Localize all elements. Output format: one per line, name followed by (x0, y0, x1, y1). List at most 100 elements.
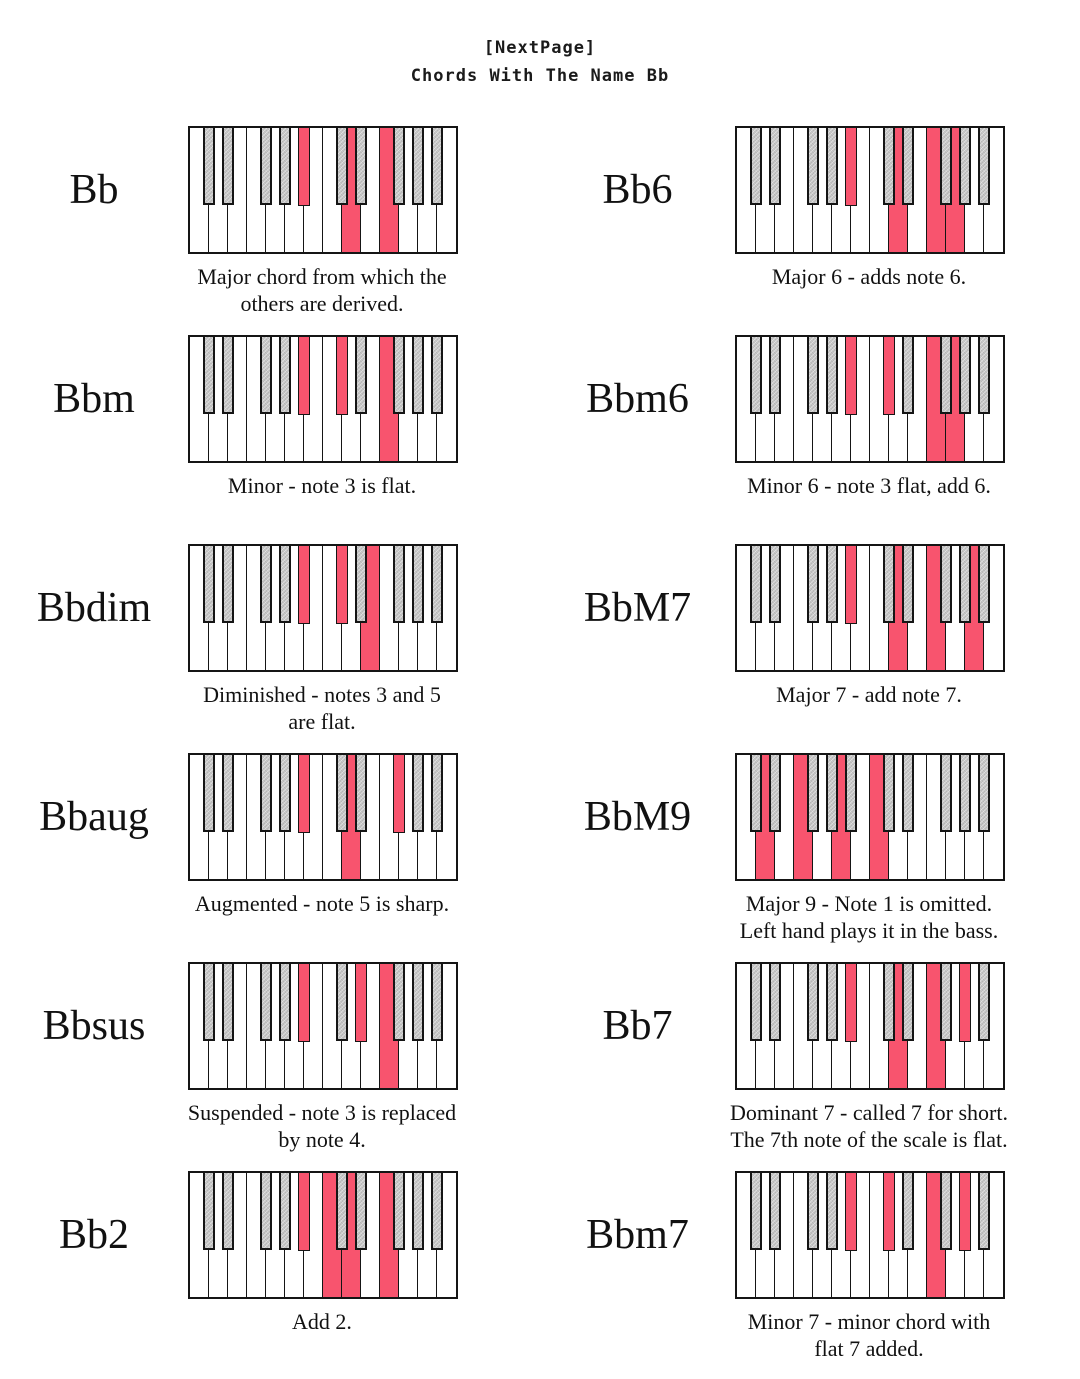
black-key-Gb2 (393, 546, 405, 623)
chord-cell-Bbdim: Bbdim Diminished - notes 3 and 5 are flat. (0, 544, 540, 753)
piano-keyboard-Bbm7 (735, 1171, 1005, 1299)
black-key-Ab1 (826, 546, 838, 623)
black-key-Gb1 (260, 337, 272, 414)
piano-keyboard-Bbm (188, 335, 458, 463)
chord-name-label: Bbm6 (586, 376, 689, 422)
black-key-Gb1 (260, 964, 272, 1041)
black-key-Ab1 (279, 128, 291, 205)
keyboard-and-caption: Minor - note 3 is flat. (188, 335, 458, 499)
chord-grid: Bb Major chord from which the others are d… (0, 126, 1080, 1379)
caption-line: Major 7 - add note 7. (776, 682, 962, 707)
chord-name-label: Bb7 (602, 1003, 673, 1049)
keyboard-and-caption: Augmented - note 5 is sharp. (188, 753, 458, 917)
black-key-Ab2 (412, 755, 424, 832)
black-key-Ab1 (279, 337, 291, 414)
chord-name-label: Bb (69, 167, 119, 213)
piano-keyboard-BbM7 (735, 544, 1005, 672)
black-key-Ab2 (412, 1173, 424, 1250)
black-key-Bb2 (431, 546, 443, 623)
caption-line: others are derived. (240, 291, 404, 316)
chord-cell-Bbm6: Bbm6 Minor 6 - note 3 flat, add 6. (540, 335, 1080, 544)
black-key-Ab2-highlighted (959, 964, 971, 1042)
black-key-Eb1 (769, 1173, 781, 1250)
black-key-Ab2 (412, 128, 424, 205)
caption-line: Dominant 7 - called 7 for short. (730, 1100, 1008, 1125)
chord-caption: Major 7 - add note 7. (776, 681, 962, 708)
black-key-Ab2 (412, 546, 424, 623)
black-key-Bb2 (978, 337, 990, 414)
black-key-Db1 (203, 755, 215, 832)
black-key-Bb1-highlighted (298, 546, 310, 624)
piano-keyboard-Bbdim (188, 544, 458, 672)
black-key-Gb2 (393, 964, 405, 1041)
chord-caption: Major chord from which the others are der… (197, 263, 446, 317)
black-key-Eb1 (769, 964, 781, 1041)
black-key-Db1 (203, 337, 215, 414)
chord-cell-Bbm7: Bbm7 Minor 7 - minor chord with flat 7 add… (540, 1171, 1080, 1379)
black-key-Db1 (203, 964, 215, 1041)
chord-caption: Suspended - note 3 is replaced by note 4. (188, 1099, 456, 1153)
black-key-Db2 (883, 964, 895, 1041)
chord-cell-Bb7: Bb7 Dominant 7 - called 7 for short. The 7… (540, 962, 1080, 1171)
black-key-Gb1 (807, 1173, 819, 1250)
black-key-Gb2 (940, 337, 952, 414)
black-key-Eb1 (769, 755, 781, 832)
black-key-Ab1 (826, 755, 838, 832)
black-key-Bb1-highlighted (845, 964, 857, 1042)
black-key-Eb1 (222, 337, 234, 414)
black-key-Ab2 (959, 546, 971, 623)
caption-line: The 7th note of the scale is flat. (730, 1127, 1008, 1152)
black-key-Gb1 (260, 128, 272, 205)
black-key-Eb1 (222, 755, 234, 832)
black-key-Bb2 (978, 128, 990, 205)
chord-caption: Minor 7 - minor chord with flat 7 added. (748, 1308, 991, 1362)
black-key-Db2-highlighted (336, 546, 348, 624)
black-key-Eb2-highlighted (355, 964, 367, 1042)
black-key-Eb1 (222, 546, 234, 623)
black-key-Bb1-highlighted (298, 755, 310, 833)
caption-line: Left hand plays it in the bass. (739, 918, 999, 943)
keyboard-and-caption: Dominant 7 - called 7 for short. The 7th … (730, 962, 1008, 1153)
black-key-Db1 (750, 1173, 762, 1250)
black-key-Db1 (750, 546, 762, 623)
chord-name-label: Bbdim (36, 585, 152, 631)
caption-line: Augmented - note 5 is sharp. (194, 891, 450, 916)
black-key-Gb2 (393, 128, 405, 205)
black-key-Ab1 (279, 755, 291, 832)
keyboard-and-caption: Minor 7 - minor chord with flat 7 added. (735, 1171, 1005, 1362)
black-key-Bb1 (845, 755, 857, 832)
black-key-Ab2 (412, 964, 424, 1041)
chord-name-label: Bbm7 (586, 1212, 689, 1258)
piano-keyboard-Bb7 (735, 962, 1005, 1090)
black-key-Db1 (750, 755, 762, 832)
black-key-Db2-highlighted (883, 337, 895, 415)
chord-caption: Major 6 - adds note 6. (772, 263, 966, 290)
black-key-Db2 (336, 755, 348, 832)
chord-name-label: Bb6 (602, 167, 673, 213)
chord-caption: Diminished - notes 3 and 5 are flat. (203, 681, 441, 735)
black-key-Gb1 (807, 964, 819, 1041)
chord-caption: Major 9 - Note 1 is omitted. Left hand pl… (740, 890, 998, 944)
chord-caption: Dominant 7 - called 7 for short. The 7th … (730, 1099, 1008, 1153)
black-key-Db2 (336, 1173, 348, 1250)
black-key-Eb2 (355, 546, 367, 623)
black-key-Bb1-highlighted (298, 964, 310, 1042)
chord-name-label: Bb2 (58, 1212, 129, 1258)
keyboard-and-caption: Add 2. (188, 1171, 458, 1335)
chord-name-label: BbM7 (583, 585, 692, 631)
chord-caption: Minor - note 3 is flat. (228, 472, 416, 499)
black-key-Gb1 (807, 755, 819, 832)
keyboard-and-caption: Major 9 - Note 1 is omitted. Left hand pl… (735, 753, 1005, 944)
black-key-Ab1 (279, 1173, 291, 1250)
black-key-Db2 (883, 128, 895, 205)
black-key-Eb2 (355, 128, 367, 205)
black-key-Ab1 (826, 337, 838, 414)
black-key-Eb1 (769, 546, 781, 623)
chord-name-label: Bbm (53, 376, 135, 422)
black-key-Ab1 (279, 964, 291, 1041)
black-key-Ab1 (279, 546, 291, 623)
black-key-Gb1 (260, 546, 272, 623)
chord-caption: Add 2. (292, 1308, 352, 1335)
black-key-Eb2 (902, 546, 914, 623)
